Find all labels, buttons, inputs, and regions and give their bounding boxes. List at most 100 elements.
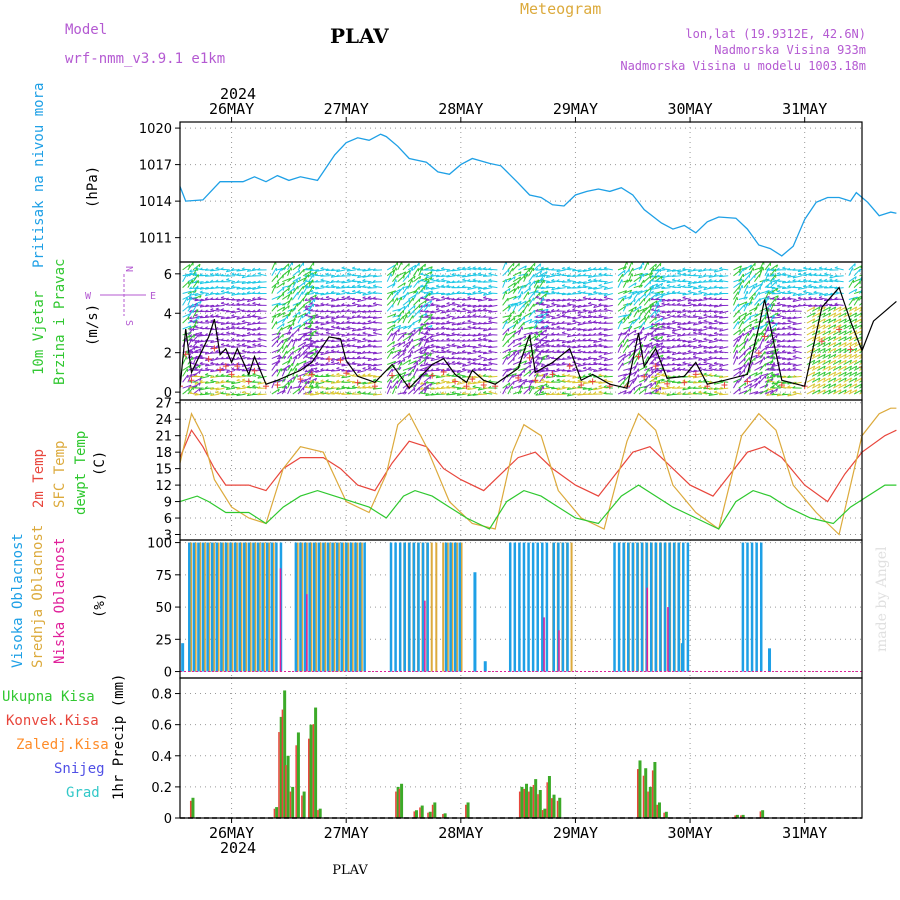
- wind-arrow-head: [482, 274, 486, 277]
- wind-arrow: [392, 332, 397, 342]
- wind-arrow: [603, 368, 613, 371]
- wind-arrow-head: [488, 291, 492, 294]
- wind-arrow: [420, 273, 430, 277]
- wind-arrow: [282, 324, 291, 330]
- wind-arrow-head: [194, 313, 198, 317]
- wind-arrow: [628, 262, 633, 271]
- wind-arrow-head: [629, 313, 632, 317]
- wind-arrow-head: [545, 312, 548, 316]
- wind-arrow: [561, 345, 571, 348]
- wind-arrow-head: [446, 367, 450, 370]
- wind-arrow-head: [225, 338, 229, 342]
- wind-arrow-head: [823, 365, 826, 370]
- wind-arrow: [292, 279, 298, 288]
- wind-arrow: [472, 346, 482, 349]
- wind-arrow-head: [708, 333, 712, 337]
- wind-arrow: [292, 362, 299, 371]
- wind-arrow: [467, 287, 477, 290]
- wind-arrow: [656, 286, 666, 289]
- wind-arrow: [407, 332, 414, 342]
- wind-arrow-head: [671, 352, 675, 356]
- wind-arrow-head: [205, 367, 209, 370]
- wind-arrow-head: [236, 374, 240, 378]
- wind-arrow-head: [582, 321, 586, 324]
- wind-arrow: [719, 268, 729, 271]
- wind-arrow: [617, 314, 627, 318]
- wind-arrow-head: [198, 263, 201, 268]
- wind-arrow: [512, 280, 520, 288]
- wind-arrow: [776, 285, 787, 289]
- wind-arrow: [644, 342, 653, 348]
- wind-arrow-head: [236, 298, 240, 302]
- wind-arrow-head: [687, 315, 691, 318]
- wind-arrow-head: [335, 286, 339, 289]
- wind-arrow: [357, 340, 367, 343]
- wind-arrow-head: [572, 316, 575, 320]
- wind-arrow: [677, 273, 687, 277]
- wind-arrow-head: [330, 304, 334, 308]
- wind-arrow: [853, 297, 860, 306]
- wind-arrow-head: [346, 308, 350, 312]
- wind-arrow: [308, 271, 317, 277]
- wind-arrow: [853, 295, 862, 300]
- wind-arrow-head: [776, 267, 780, 271]
- wind-arrow: [336, 345, 346, 348]
- wind-arrow: [540, 327, 550, 330]
- wind-arrow: [292, 291, 299, 300]
- wind-arrow-head: [330, 358, 334, 361]
- wind-arrow: [749, 354, 758, 360]
- wind-arrow-head: [314, 341, 317, 345]
- wind-arrow-head: [540, 302, 544, 305]
- wind-arrow-head: [750, 301, 753, 305]
- wind-arrow: [617, 332, 622, 342]
- wind-arrow-head: [189, 319, 193, 322]
- legend-convective-rain: Konvek.Kisa: [6, 713, 99, 729]
- wind-arrow: [748, 267, 754, 277]
- wind-arrow-head: [650, 326, 654, 330]
- wind-arrow: [556, 339, 566, 342]
- wind-arrow: [628, 273, 633, 282]
- wind-arrow: [231, 375, 241, 378]
- wind-arrow: [420, 322, 430, 326]
- wind-arrow-head: [540, 290, 544, 293]
- wind-arrow-head: [204, 314, 208, 317]
- wind-arrow-head: [818, 354, 821, 358]
- cloud-low-axis-label: Niska Oblacnost: [52, 538, 68, 664]
- wind-arrow: [483, 322, 493, 325]
- wind-arrow-head: [482, 363, 486, 367]
- wind-arrow-head: [367, 333, 371, 337]
- wind-arrow-head: [833, 342, 837, 346]
- wind-arrow-head: [311, 367, 314, 372]
- wind-arrow-head: [425, 331, 429, 334]
- wind-arrow-head: [671, 285, 675, 288]
- wind-arrow: [703, 338, 713, 342]
- wind-arrow-head: [236, 326, 240, 329]
- wind-arrow-head: [703, 309, 707, 313]
- wind-arrow: [853, 353, 862, 360]
- wind-arrow-head: [336, 358, 339, 361]
- wind-arrow: [617, 290, 627, 295]
- wind-arrow: [803, 285, 813, 289]
- wind-arrow-head: [760, 354, 764, 359]
- wind-arrow: [792, 350, 802, 354]
- wind-arrow-head: [698, 316, 701, 320]
- wind-arrow-head: [304, 355, 308, 358]
- wind-arrow-head: [351, 297, 355, 301]
- wind-arrow-head: [803, 272, 807, 275]
- wind-arrow: [512, 271, 522, 277]
- wind-arrow-head: [582, 357, 586, 361]
- wind-arrow: [824, 280, 834, 283]
- wind-arrow: [838, 312, 847, 318]
- wind-arrow-head: [682, 272, 686, 275]
- wind-arrow: [759, 327, 766, 336]
- wind-arrow: [441, 304, 451, 308]
- wind-arrow-head: [315, 273, 319, 276]
- wind-arrow: [187, 277, 197, 283]
- wind-arrow-head: [215, 314, 219, 317]
- wind-arrow: [622, 333, 629, 342]
- wind-arrow-head: [540, 319, 544, 323]
- wind-arrow-head: [372, 274, 376, 278]
- wind-arrow: [661, 287, 671, 290]
- wind-arrow-head: [781, 321, 785, 325]
- wind-arrow-head: [808, 284, 812, 287]
